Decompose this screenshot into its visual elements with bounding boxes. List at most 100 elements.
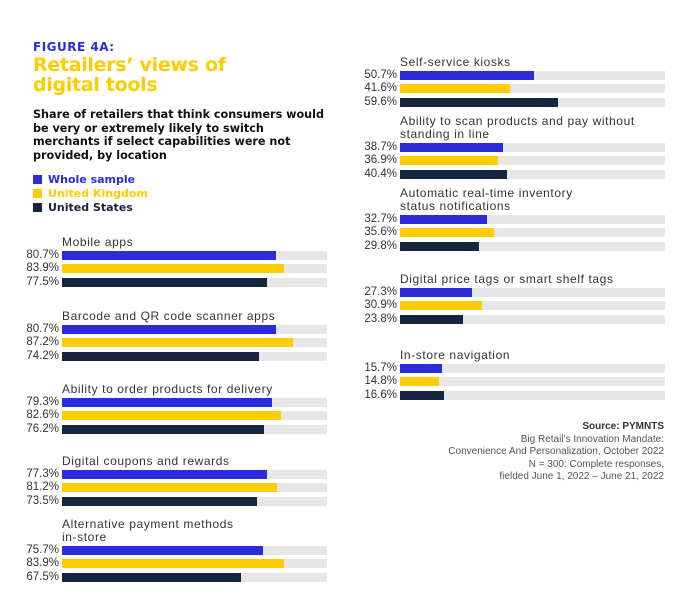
value-label: 14.8% <box>364 375 397 388</box>
value-label: 79.3% <box>26 396 59 408</box>
bar-track <box>62 424 327 434</box>
bar-united-kingdom <box>400 377 440 387</box>
bar-united-kingdom <box>400 156 498 166</box>
legend-swatch-united-kingdom <box>33 188 42 198</box>
bar-united-kingdom <box>400 301 482 311</box>
bar-whole-sample <box>62 325 276 334</box>
chart-title: Retailers’ views of digital tools <box>33 54 226 96</box>
bar-track <box>400 169 665 179</box>
bar-track <box>400 71 665 80</box>
value-label: 74.2% <box>26 349 59 362</box>
bar-track <box>400 241 665 251</box>
bar-track <box>400 377 665 387</box>
value-label: 29.8% <box>364 239 397 252</box>
bar-united-states <box>62 424 264 434</box>
value-label: 59.6% <box>364 95 397 108</box>
bar-united-states <box>400 241 479 251</box>
bar-united-kingdom <box>62 264 285 274</box>
bar-track <box>62 264 327 274</box>
bar-united-kingdom <box>62 559 285 569</box>
bar-track <box>400 97 665 107</box>
category-label: Self-service kiosks <box>400 55 511 69</box>
bar-track <box>400 314 665 324</box>
bar-whole-sample <box>62 546 263 555</box>
bar-united-kingdom <box>62 338 294 348</box>
category-label: Mobile apps <box>62 235 134 249</box>
value-label: 23.8% <box>364 312 397 325</box>
value-label: 36.9% <box>364 154 397 167</box>
bar-track <box>400 364 665 373</box>
bar-united-kingdom <box>62 411 281 421</box>
bar-whole-sample <box>400 143 503 152</box>
value-label: 35.6% <box>364 226 397 239</box>
category-label: Automatic real-time inventory status not… <box>400 186 573 213</box>
bar-united-states <box>62 351 259 361</box>
value-label: 83.9% <box>26 262 59 275</box>
source-note: Source: PYMNTS Big Retail’s Innovation M… <box>448 421 664 484</box>
value-label: 27.3% <box>364 286 397 298</box>
value-label: 77.3% <box>26 468 59 480</box>
value-label: 76.2% <box>26 422 59 435</box>
bar-united-states <box>400 97 558 107</box>
bar-whole-sample <box>400 364 442 373</box>
value-label: 82.6% <box>26 409 59 422</box>
bar-whole-sample <box>62 470 267 479</box>
source-line: Convenience And Personalization, October… <box>448 446 664 457</box>
bar-united-kingdom <box>62 483 278 493</box>
value-label: 38.7% <box>364 141 397 153</box>
value-label: 40.4% <box>364 167 397 180</box>
value-label: 87.2% <box>26 336 59 349</box>
bar-track <box>62 572 327 582</box>
bar-track <box>400 390 665 400</box>
category-label: Digital coupons and rewards <box>62 454 230 468</box>
bar-whole-sample <box>400 288 473 297</box>
bar-track <box>62 351 327 361</box>
bar-track <box>400 143 665 152</box>
bar-track <box>62 546 327 555</box>
category-label: In-store navigation <box>400 348 511 362</box>
bar-track <box>62 483 327 493</box>
category-label: Barcode and QR code scanner apps <box>62 309 276 323</box>
bar-united-kingdom <box>400 84 511 94</box>
legend-item-united-kingdom: United Kingdom <box>33 186 148 200</box>
value-label: 41.6% <box>364 82 397 95</box>
bar-track <box>400 215 665 224</box>
value-label: 75.7% <box>26 544 59 556</box>
legend-swatch-united-states <box>33 202 42 212</box>
bar-track <box>62 338 327 348</box>
source-line: N = 300: Complete responses, <box>528 458 664 470</box>
figure-label: FIGURE 4A: <box>33 40 115 54</box>
bar-track <box>400 228 665 238</box>
value-label: 81.2% <box>26 481 59 494</box>
value-label: 77.5% <box>26 275 59 288</box>
bar-track <box>62 496 327 506</box>
chart-subtitle: Share of retailers that think consumers … <box>33 108 324 162</box>
bar-united-kingdom <box>400 228 495 238</box>
bar-united-states <box>62 496 257 506</box>
bar-track <box>62 325 327 334</box>
value-label: 80.7% <box>26 249 59 261</box>
legend-item-whole-sample: Whole sample <box>33 172 148 186</box>
bar-track <box>62 277 327 287</box>
value-label: 80.7% <box>26 323 59 335</box>
value-label: 50.7% <box>364 69 397 81</box>
legend-item-united-states: United States <box>33 200 148 214</box>
bar-whole-sample <box>62 251 276 260</box>
legend: Whole sample United Kingdom United State… <box>33 172 148 214</box>
bar-united-states <box>62 572 241 582</box>
bar-united-states <box>400 390 444 400</box>
value-label: 16.6% <box>364 388 397 401</box>
value-label: 67.5% <box>26 570 59 583</box>
bar-united-states <box>400 314 464 324</box>
legend-label: Whole sample <box>48 172 136 186</box>
category-label: Ability to order products for delivery <box>62 382 273 396</box>
category-label: Ability to scan products and pay without… <box>400 114 635 141</box>
source-line: Big Retail’s Innovation Mandate: <box>520 433 664 445</box>
source-line: fielded June 1, 2022 – June 21, 2022 <box>499 471 664 482</box>
legend-label: United States <box>48 200 133 214</box>
value-label: 83.9% <box>26 557 59 570</box>
bar-united-states <box>400 169 508 179</box>
legend-label: United Kingdom <box>48 186 148 200</box>
bar-track <box>62 251 327 260</box>
bar-track <box>62 398 327 407</box>
